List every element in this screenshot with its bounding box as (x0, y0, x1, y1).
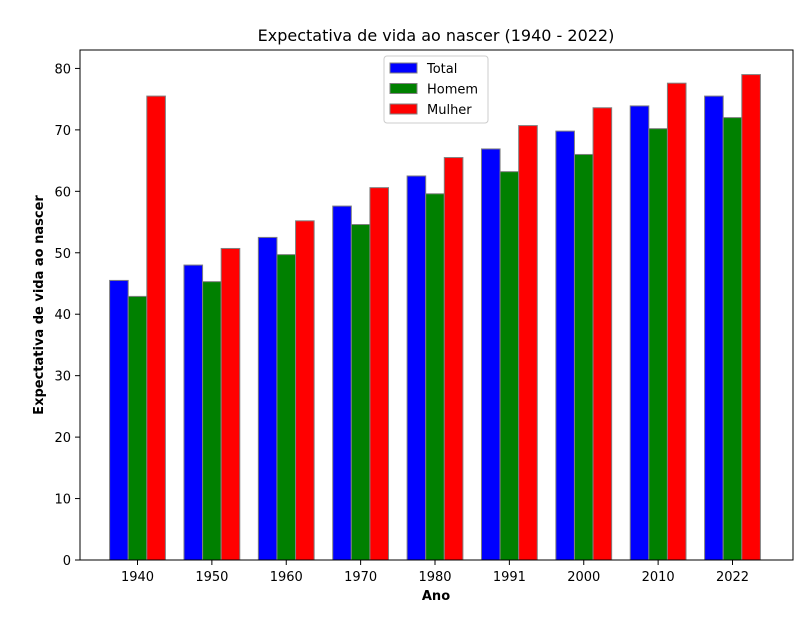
x-tick-label: 2022 (716, 570, 749, 585)
bar-homem-2022 (722, 117, 743, 561)
y-tick-label: 70 (54, 124, 71, 139)
bar-total-1991 (480, 148, 501, 561)
y-tick-label: 0 (63, 554, 71, 569)
x-axis: 1940 1950 1960 1970 1980 1991 2000 2010 2022 (121, 560, 749, 585)
bar-mulher-1940 (146, 95, 166, 561)
bar-homem-1960 (276, 254, 297, 561)
legend-swatch-homem (389, 83, 418, 94)
y-tick-label: 80 (54, 62, 71, 77)
bar-mulher-1970 (369, 187, 390, 561)
bar-mulher-1960 (295, 220, 315, 561)
bar-total-2022 (704, 95, 724, 561)
bar-homem-1991 (499, 171, 520, 561)
y-tick-label: 20 (54, 431, 71, 446)
x-axis-label: Ano (422, 589, 450, 604)
y-tick-label: 30 (54, 370, 71, 385)
bar-total-2000 (555, 130, 575, 561)
bar-total-1970 (332, 205, 352, 561)
legend-swatch-total (389, 62, 418, 74)
bar-mulher-1950 (220, 247, 241, 561)
bar-homem-1970 (350, 224, 371, 561)
bar-homem-1950 (202, 281, 222, 561)
bars-group (109, 74, 761, 561)
bar-total-1940 (109, 279, 129, 561)
legend-label-homem: Homem (427, 83, 478, 98)
bar-total-1960 (257, 236, 278, 561)
x-tick-label: 1940 (121, 570, 154, 585)
y-tick-label: 50 (54, 247, 71, 262)
x-tick-label: 1960 (270, 570, 303, 585)
y-tick-label: 60 (54, 185, 71, 200)
x-tick-label: 1950 (195, 570, 228, 585)
legend: Total Homem Mulher (383, 55, 489, 124)
y-tick-label: 40 (54, 308, 71, 323)
bar-homem-2010 (648, 128, 668, 561)
y-axis-label: Expectativa de vida ao nascer (32, 195, 47, 415)
bar-total-1980 (406, 175, 427, 561)
y-axis: 0 10 20 30 40 50 60 70 80 (54, 62, 80, 569)
bar-mulher-2010 (666, 82, 687, 561)
legend-label-total: Total (426, 62, 457, 77)
bar-homem-2000 (573, 153, 594, 561)
legend-label-mulher: Mulher (427, 103, 472, 118)
x-tick-label: 2000 (567, 570, 600, 585)
x-tick-label: 2010 (642, 570, 675, 585)
plot-frame (79, 49, 794, 561)
bar-mulher-2000 (592, 107, 613, 561)
bar-homem-1940 (127, 295, 148, 561)
bar-mulher-1980 (443, 157, 464, 561)
chart-title: Expectativa de vida ao nascer (1940 - 20… (258, 26, 615, 45)
bar-total-1950 (183, 264, 204, 561)
legend-swatch-mulher (389, 103, 418, 115)
x-tick-label: 1980 (418, 570, 451, 585)
x-tick-label: 1970 (344, 570, 377, 585)
bar-homem-1980 (425, 193, 445, 561)
bar-mulher-1991 (518, 125, 538, 561)
bar-mulher-2022 (741, 74, 761, 561)
bar-total-2010 (629, 105, 650, 561)
x-tick-label: 1991 (493, 570, 526, 585)
y-tick-label: 10 (54, 493, 71, 508)
